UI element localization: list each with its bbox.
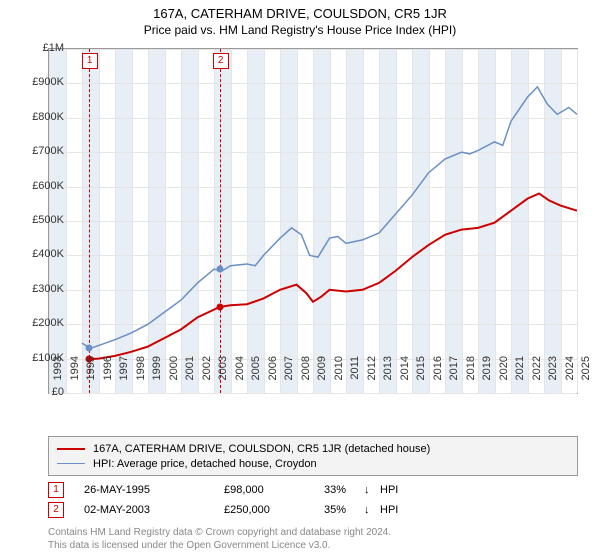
event-marker-2: 2 (48, 502, 64, 518)
x-axis-label: 2018 (465, 356, 477, 396)
x-axis-label: 2005 (250, 356, 262, 396)
x-axis-label: 2004 (234, 356, 246, 396)
x-axis-label: 2001 (184, 356, 196, 396)
chart-title: 167A, CATERHAM DRIVE, COULSDON, CR5 1JR (0, 0, 600, 21)
footer-line-2: This data is licensed under the Open Gov… (48, 539, 578, 552)
event-pct-1: 33% (324, 484, 364, 496)
y-axis-label: £800K (14, 111, 64, 123)
y-axis-label: £1M (14, 42, 64, 54)
event-table: 1 26-MAY-1995 £98,000 33% ↓ HPI 2 02-MAY… (48, 480, 578, 520)
series-price_paid (89, 193, 577, 359)
y-axis-label: £500K (14, 214, 64, 226)
x-axis-label: 2017 (448, 356, 460, 396)
x-axis-label: 1996 (102, 356, 114, 396)
event-row-1: 1 26-MAY-1995 £98,000 33% ↓ HPI (48, 480, 578, 500)
x-axis-label: 2019 (481, 356, 493, 396)
x-axis-label: 1998 (135, 356, 147, 396)
x-axis-label: 2008 (300, 356, 312, 396)
legend-row-hpi: HPI: Average price, detached house, Croy… (57, 456, 569, 471)
x-axis-label: 2003 (217, 356, 229, 396)
x-axis-label: 1997 (118, 356, 130, 396)
x-axis-label: 2002 (201, 356, 213, 396)
x-axis-label: 2016 (432, 356, 444, 396)
legend-label-price: 167A, CATERHAM DRIVE, COULSDON, CR5 1JR … (93, 443, 430, 455)
down-arrow-icon: ↓ (364, 484, 380, 496)
x-axis-label: 2014 (399, 356, 411, 396)
x-axis-label: 2010 (333, 356, 345, 396)
y-axis-label: £600K (14, 180, 64, 192)
event-pct-2: 35% (324, 504, 364, 516)
footer: Contains HM Land Registry data © Crown c… (48, 526, 578, 552)
event-price-2: £250,000 (224, 504, 324, 516)
footer-line-1: Contains HM Land Registry data © Crown c… (48, 526, 578, 539)
y-axis-label: £300K (14, 283, 64, 295)
event-price-1: £98,000 (224, 484, 324, 496)
x-axis-label: 2023 (547, 356, 559, 396)
y-axis-label: £900K (14, 76, 64, 88)
x-axis-label: 2006 (267, 356, 279, 396)
y-axis-label: £400K (14, 248, 64, 260)
event-dot-price-2 (216, 304, 223, 311)
x-axis-label: 2000 (168, 356, 180, 396)
event-marker-1: 1 (48, 482, 64, 498)
event-date-2: 02-MAY-2003 (84, 504, 224, 516)
chart-subtitle: Price paid vs. HM Land Registry's House … (0, 21, 600, 37)
legend: 167A, CATERHAM DRIVE, COULSDON, CR5 1JR … (48, 436, 578, 476)
x-axis-label: 2011 (349, 356, 361, 396)
chart-svg (49, 49, 577, 393)
y-axis-label: £200K (14, 317, 64, 329)
event-suffix-2: HPI (380, 504, 420, 516)
event-dot-hpi-2 (216, 266, 223, 273)
x-axis-label: 2025 (580, 356, 592, 396)
x-axis-label: 1993 (52, 356, 64, 396)
x-axis-label: 1999 (151, 356, 163, 396)
x-axis-label: 1995 (85, 356, 97, 396)
x-axis-label: 2015 (415, 356, 427, 396)
y-axis-label: £700K (14, 145, 64, 157)
x-axis-label: 2009 (316, 356, 328, 396)
x-axis-label: 2012 (366, 356, 378, 396)
event-dot-hpi-1 (85, 344, 92, 351)
x-axis-label: 2022 (531, 356, 543, 396)
event-row-2: 2 02-MAY-2003 £250,000 35% ↓ HPI (48, 500, 578, 520)
down-arrow-icon: ↓ (364, 504, 380, 516)
event-suffix-1: HPI (380, 484, 420, 496)
x-axis-label: 2021 (514, 356, 526, 396)
legend-row-price: 167A, CATERHAM DRIVE, COULSDON, CR5 1JR … (57, 441, 569, 456)
chart-plot-area: 12 (48, 48, 578, 394)
x-axis-label: 2024 (564, 356, 576, 396)
event-flag-1: 1 (82, 53, 98, 69)
legend-label-hpi: HPI: Average price, detached house, Croy… (93, 458, 317, 470)
legend-swatch-hpi (57, 463, 85, 464)
x-axis-label: 1994 (69, 356, 81, 396)
event-date-1: 26-MAY-1995 (84, 484, 224, 496)
legend-swatch-price (57, 448, 85, 450)
x-axis-label: 2020 (498, 356, 510, 396)
x-axis-label: 2007 (283, 356, 295, 396)
x-axis-label: 2013 (382, 356, 394, 396)
event-flag-2: 2 (213, 53, 229, 69)
